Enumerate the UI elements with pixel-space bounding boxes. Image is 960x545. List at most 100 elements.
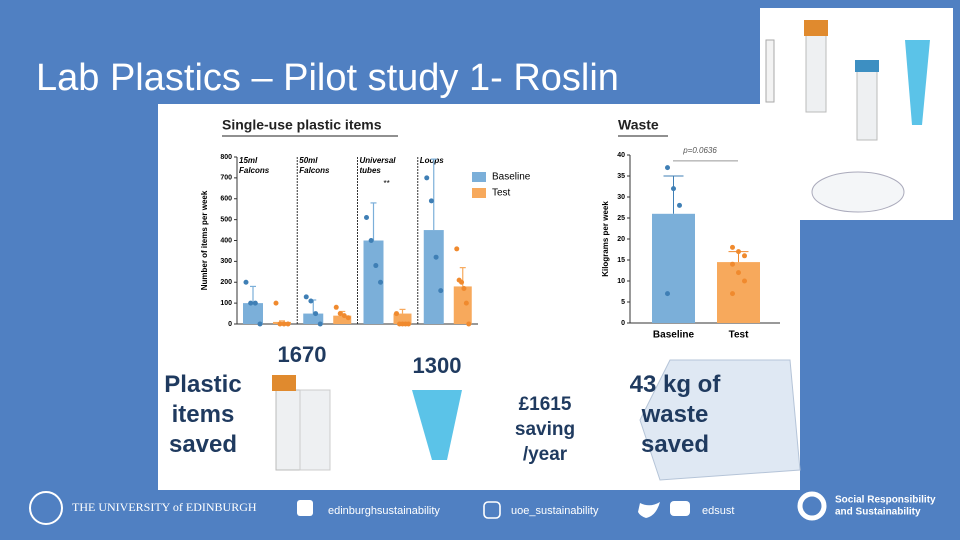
data-point bbox=[461, 286, 467, 292]
data-point bbox=[273, 300, 279, 306]
data-point bbox=[281, 321, 287, 327]
y-tick-label: 100 bbox=[220, 300, 232, 307]
y-tick-label: 600 bbox=[220, 196, 232, 203]
chart-title: Waste bbox=[618, 117, 659, 133]
data-point bbox=[438, 288, 444, 294]
legend-swatch bbox=[472, 188, 486, 198]
data-point bbox=[378, 279, 383, 285]
data-point bbox=[257, 321, 263, 327]
data-point bbox=[373, 263, 379, 269]
data-point bbox=[303, 294, 309, 300]
srs-line: Social Responsibility bbox=[835, 495, 936, 506]
annotation: p=0.0636 bbox=[682, 146, 717, 155]
stat-number: 1670 bbox=[278, 342, 327, 367]
instagram-icon bbox=[483, 501, 501, 519]
bar bbox=[303, 313, 324, 324]
data-point bbox=[243, 279, 249, 285]
data-point bbox=[730, 244, 735, 250]
data-point bbox=[252, 300, 258, 306]
bar bbox=[393, 313, 412, 324]
x-tick-label: Test bbox=[729, 330, 749, 341]
y-tick-label: 35 bbox=[617, 173, 625, 180]
data-point bbox=[317, 321, 323, 327]
data-point bbox=[337, 311, 343, 317]
bar bbox=[333, 315, 352, 324]
category-label: 15ml Falcons bbox=[239, 156, 270, 175]
y-tick-label: 0 bbox=[228, 321, 232, 328]
y-tick-label: 40 bbox=[617, 152, 625, 159]
data-point bbox=[665, 291, 670, 297]
category-label: Universal tubes bbox=[360, 156, 397, 175]
x-tick-label: Baseline bbox=[653, 330, 695, 341]
data-point bbox=[736, 249, 741, 255]
category-label: 50ml Falcons bbox=[299, 156, 330, 175]
category-label: Loops bbox=[420, 156, 445, 165]
y-tick-label: 800 bbox=[220, 154, 232, 161]
bar bbox=[453, 286, 472, 324]
bar bbox=[652, 213, 695, 323]
y-axis-label: Kilograms per week bbox=[601, 201, 610, 277]
data-point bbox=[671, 186, 676, 192]
legend-label: Test bbox=[492, 188, 511, 199]
srs-line: and Sustainability bbox=[835, 507, 921, 518]
data-point bbox=[433, 254, 439, 260]
data-point bbox=[368, 238, 374, 243]
data-point bbox=[424, 175, 430, 181]
data-point bbox=[277, 321, 283, 327]
multiline-text: £1615 saving/year bbox=[515, 394, 575, 465]
y-tick-label: 10 bbox=[617, 278, 625, 285]
data-point bbox=[463, 300, 469, 306]
data-point bbox=[406, 321, 411, 327]
bar bbox=[423, 230, 444, 324]
data-point bbox=[313, 311, 319, 317]
bar bbox=[363, 240, 384, 324]
data-point bbox=[341, 313, 347, 319]
y-tick-label: 5 bbox=[621, 299, 625, 306]
data-point bbox=[459, 279, 465, 285]
annotation: ** bbox=[384, 179, 390, 188]
facebook-handle: edinburghsustainability bbox=[328, 505, 440, 517]
university-name: THE UNIVERSITY of EDINBURGH bbox=[72, 500, 257, 514]
data-point bbox=[742, 278, 747, 284]
y-tick-label: 200 bbox=[220, 279, 232, 286]
data-point bbox=[730, 261, 735, 267]
data-point bbox=[730, 291, 735, 297]
y-tick-label: 25 bbox=[617, 215, 625, 222]
srs-logo bbox=[797, 491, 827, 521]
y-axis-label: Number of items per week bbox=[200, 190, 209, 290]
bar bbox=[243, 303, 263, 324]
data-point bbox=[428, 198, 434, 204]
twitter-icon bbox=[638, 502, 660, 518]
y-tick-label: 400 bbox=[220, 237, 232, 244]
data-point bbox=[742, 253, 747, 259]
data-point bbox=[736, 270, 741, 276]
y-tick-label: 300 bbox=[220, 258, 232, 265]
y-tick-label: 500 bbox=[220, 216, 232, 223]
footer: THE UNIVERSITY of EDINBURGH edinburghsus… bbox=[29, 491, 936, 525]
data-point bbox=[345, 315, 351, 321]
data-point bbox=[364, 215, 369, 221]
y-tick-label: 0 bbox=[621, 320, 625, 327]
twitter-handle: edsust bbox=[702, 505, 734, 517]
data-point bbox=[454, 246, 460, 252]
data-point bbox=[466, 321, 472, 327]
data-point bbox=[248, 300, 254, 306]
data-point bbox=[394, 311, 399, 317]
slide-title: Lab Plastics – Pilot study 1- Roslin bbox=[36, 57, 619, 99]
chart-title: Single-use plastic items bbox=[222, 117, 382, 133]
legend-label: Baseline bbox=[492, 172, 531, 183]
lab-image bbox=[765, 20, 930, 213]
data-point bbox=[308, 298, 314, 304]
tube-image bbox=[272, 359, 801, 481]
multiline-text: 43 kg of waste saved bbox=[630, 371, 722, 458]
facebook-icon bbox=[297, 500, 313, 516]
multiline-text: Plastic items saved bbox=[164, 371, 241, 458]
y-tick-label: 15 bbox=[617, 257, 625, 264]
y-tick-label: 30 bbox=[617, 194, 625, 201]
data-point bbox=[333, 304, 339, 310]
legend-swatch bbox=[472, 172, 486, 182]
y-tick-label: 20 bbox=[617, 236, 625, 243]
data-point bbox=[665, 165, 670, 171]
data-point bbox=[285, 321, 291, 327]
